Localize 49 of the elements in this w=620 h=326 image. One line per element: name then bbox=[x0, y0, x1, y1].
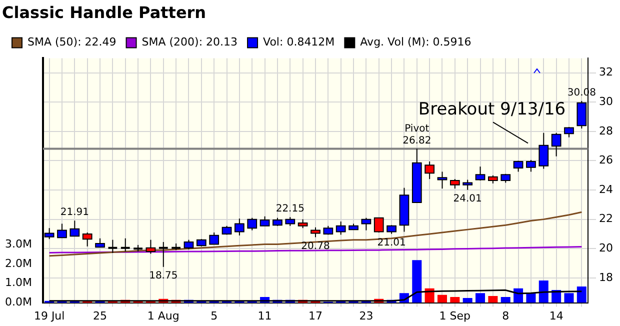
y-tick-label: 22 bbox=[599, 212, 614, 226]
y-tick-label: 24 bbox=[599, 182, 614, 196]
bar bbox=[476, 293, 486, 303]
x-tick-label: 19 Jul bbox=[34, 309, 65, 322]
y-tick-label: 26 bbox=[599, 154, 614, 167]
bar bbox=[564, 293, 574, 303]
y2-tick-label: 3.0M bbox=[5, 237, 32, 250]
candlestick bbox=[158, 242, 169, 268]
bar bbox=[500, 296, 510, 303]
y-tick-label: 20 bbox=[599, 241, 614, 254]
legend-label: Vol: 0.8412M bbox=[263, 36, 335, 49]
candlestick bbox=[120, 238, 131, 252]
annotation: 20.78 bbox=[301, 240, 330, 252]
y2-tick-label: 2.0M bbox=[5, 256, 32, 270]
y-tick-label: 32 bbox=[599, 66, 614, 79]
x-tick-label: 25 bbox=[93, 309, 108, 322]
annotation: Breakout 9/13/16 bbox=[418, 100, 566, 120]
annotation: 22.15 bbox=[276, 204, 304, 215]
annotation: 24.01 bbox=[453, 193, 482, 204]
legend-label: Avg. Vol (M): 0.5916 bbox=[360, 36, 472, 49]
annotation: 21.01 bbox=[377, 237, 406, 248]
annotation: 18.75 bbox=[149, 270, 178, 282]
annotation: 21.91 bbox=[60, 207, 89, 218]
x-tick-label: 17 bbox=[308, 309, 322, 322]
y-tick-label: 28 bbox=[599, 124, 614, 138]
bar bbox=[576, 286, 586, 303]
y2-tick-label: 0.0M bbox=[5, 296, 32, 309]
bar bbox=[538, 280, 548, 303]
bar bbox=[488, 296, 498, 303]
bar bbox=[450, 296, 460, 303]
bar bbox=[437, 294, 447, 303]
chart-title: Classic Handle Pattern bbox=[2, 2, 206, 22]
x-tick-label: 1 Sep bbox=[439, 309, 471, 322]
bar bbox=[412, 260, 422, 303]
x-tick-label: 8 bbox=[502, 309, 510, 322]
legend-label: SMA (200): 20.13 bbox=[142, 36, 238, 49]
legend-label: SMA (50): 22.49 bbox=[28, 36, 116, 49]
x-tick-label: 5 bbox=[210, 309, 218, 322]
y-tick-label: 30 bbox=[599, 95, 614, 108]
candlestick bbox=[107, 239, 118, 254]
annotation: Pivot bbox=[404, 123, 430, 134]
y-tick-label: 18 bbox=[599, 270, 614, 284]
x-tick-label: 23 bbox=[359, 309, 374, 322]
x-tick-label: 1 Aug bbox=[147, 309, 180, 322]
x-tick-label: 14 bbox=[549, 309, 564, 322]
y2-tick-label: 1.0M bbox=[5, 276, 32, 290]
bar bbox=[462, 298, 472, 303]
annotation: 26.82 bbox=[402, 135, 432, 146]
x-tick-label: 11 bbox=[258, 309, 272, 322]
